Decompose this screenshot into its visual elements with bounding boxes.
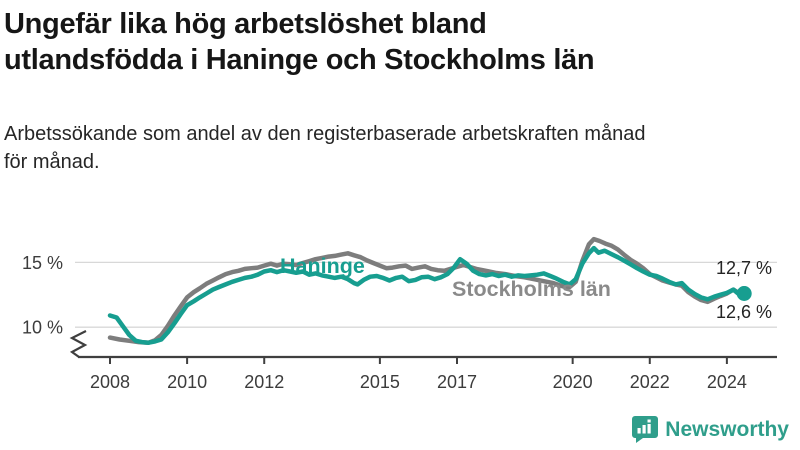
y-tick-label: 15 %: [22, 253, 63, 273]
newsworthy-brand-link[interactable]: Newsworthy: [632, 416, 789, 443]
series-lines-group: [107, 236, 752, 345]
chart-title-line-1: Ungefär lika hög arbetslöshet bland: [4, 8, 487, 40]
x-tick-label: 2015: [360, 372, 400, 392]
chart-title-line-2: utlandsfödda i Haninge och Stockholms lä…: [4, 44, 595, 76]
series-label-stockholms-lan: Stockholms län: [452, 277, 611, 301]
end-value-label-haninge: 12,6 %: [716, 302, 772, 322]
y-tick-label: 10 %: [22, 318, 63, 338]
newsworthy-brand-text: Newsworthy: [665, 417, 789, 441]
gridlines-group: 15 % 10 %: [22, 253, 777, 338]
x-tick-label: 2024: [707, 372, 747, 392]
end-value-label-stockholms-lan: 12,7 %: [716, 258, 772, 278]
chart-subtitle-line-1: Arbetssökande som andel av den registerb…: [4, 123, 646, 145]
x-axis-ticks-group: 2008 2010 2012 2015 2017 2020 2022 2024: [90, 357, 747, 392]
x-tick-label: 2017: [437, 372, 477, 392]
y-axis-break-zigzag: [69, 330, 88, 358]
x-tick-label: 2010: [167, 372, 207, 392]
newsworthy-logo-icon: [632, 416, 659, 443]
x-tick-label: 2008: [90, 372, 130, 392]
series-line-haninge: [107, 245, 747, 345]
series-label-haninge: Haninge: [280, 254, 365, 278]
chart-subtitle: Arbetssökande som andel av den registerb…: [4, 120, 794, 176]
x-tick-label: 2020: [553, 372, 593, 392]
x-tick-label: 2022: [630, 372, 670, 392]
chart-subtitle-line-2: för månad.: [4, 151, 100, 173]
x-tick-label: 2012: [244, 372, 284, 392]
series-end-dot-haninge: [736, 286, 752, 301]
chart-title: Ungefär lika hög arbetslöshet bland utla…: [4, 6, 784, 78]
